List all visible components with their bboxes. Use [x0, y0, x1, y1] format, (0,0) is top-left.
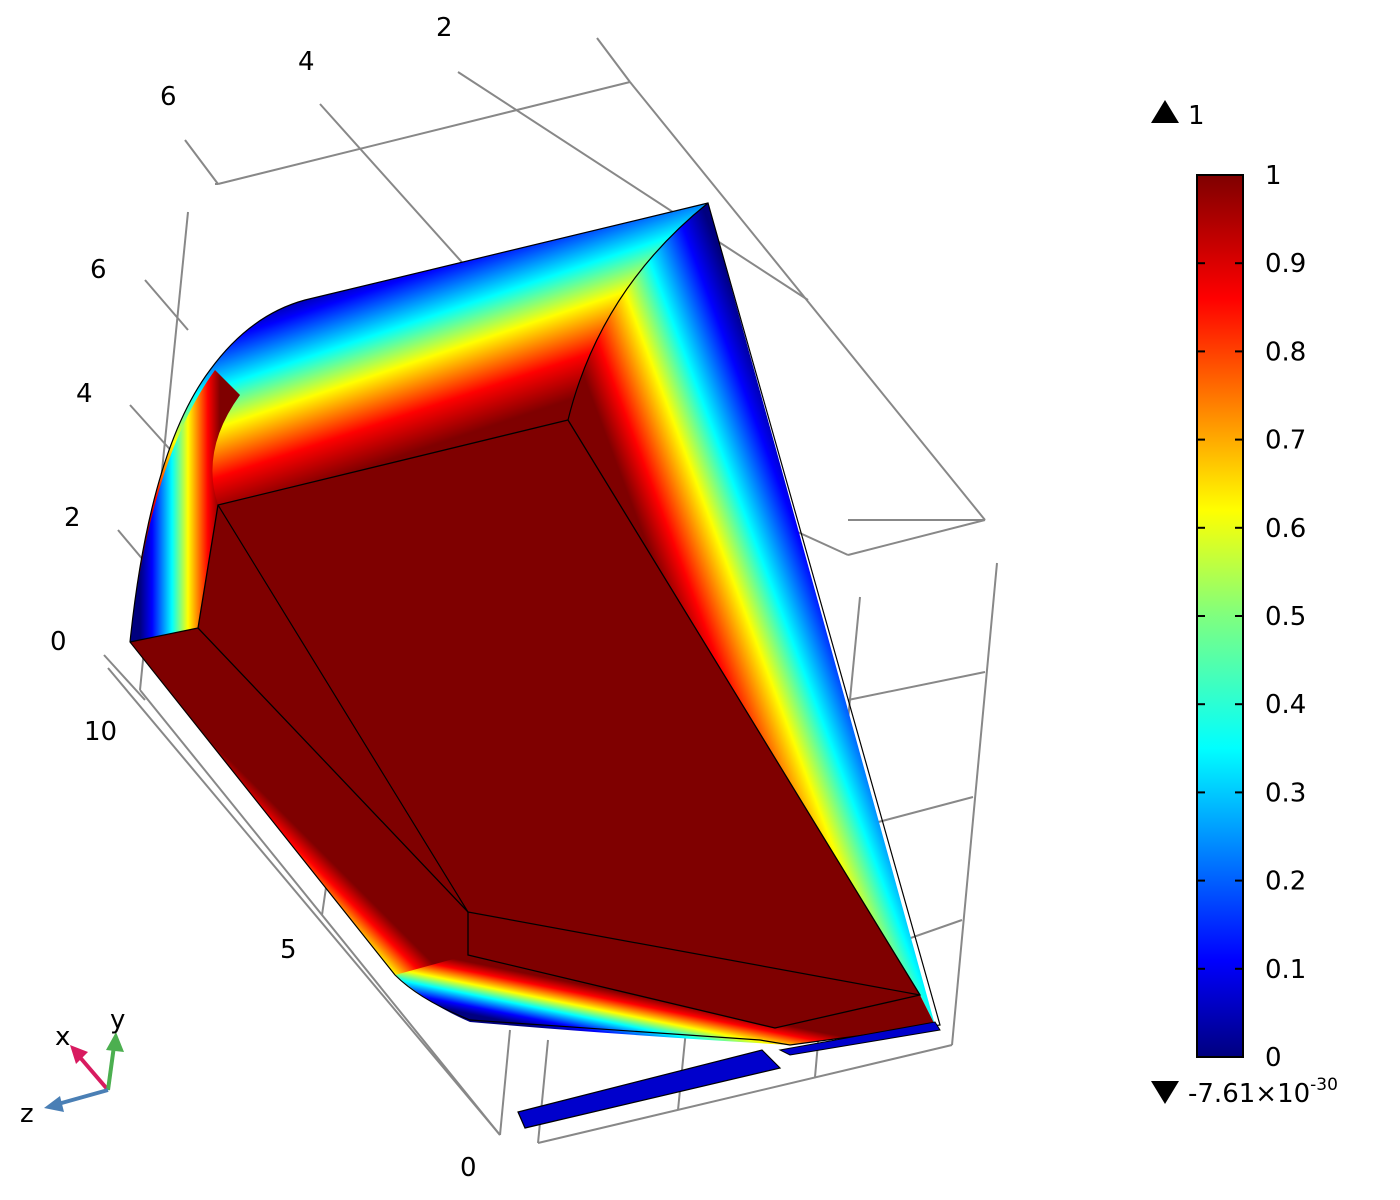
- x-tick-label: 5: [280, 935, 297, 965]
- colorbar-tick-label: 1: [1265, 161, 1282, 191]
- triad-x-label: x: [55, 1022, 70, 1052]
- colorbar-ticks: [1197, 174, 1243, 1058]
- x-tick-label: 10: [84, 717, 117, 747]
- z-tick-label: 6: [160, 82, 177, 112]
- colorbar-tick-label: 0.9: [1265, 249, 1306, 279]
- colorbar-tick-label: 0.7: [1265, 426, 1306, 456]
- colorbar-tick-label: 0.5: [1265, 602, 1306, 632]
- colorbar-tick-labels: 1 0.9 0.8 0.7 0.6 0.5 0.4 0.3 0.2 0.1 0: [1265, 161, 1306, 1073]
- surface-plot: [129, 202, 941, 1129]
- colorbar-tick-label: 0.1: [1265, 955, 1306, 985]
- colorbar-tick-label: 0: [1265, 1043, 1282, 1073]
- colorbar-min-mantissa: -7.61: [1188, 1079, 1255, 1109]
- min-marker-icon: [1151, 1081, 1179, 1104]
- triad-z-label: z: [20, 1099, 34, 1129]
- x-tick-label: 0: [460, 1153, 477, 1183]
- y-tick-label: 2: [64, 503, 81, 533]
- axis-tick-labels: 2 4 6 6 4 2 0 10 5 0: [50, 13, 477, 1183]
- colorbar-max-label: 1: [1188, 101, 1205, 131]
- y-tick-label: 0: [50, 627, 67, 657]
- z-tick-label: 2: [436, 13, 453, 43]
- axis-triad: x y z: [20, 1005, 125, 1129]
- colorbar-tick-label: 0.3: [1265, 778, 1306, 808]
- colorbar-min-times: ×10: [1255, 1079, 1310, 1109]
- colorbar-min-label: -7.61×10-30: [1188, 1075, 1338, 1109]
- colorbar-tick-label: 0.6: [1265, 514, 1306, 544]
- colorbar-tick-label: 0.8: [1265, 337, 1306, 367]
- colorbar: 1 0.9 0.8 0.7 0.6 0.5 0.4 0.3 0.2 0.1 0 1 -7.61×10…: [1151, 100, 1338, 1109]
- colorbar-min-exponent: -30: [1310, 1075, 1338, 1095]
- y-tick-label: 4: [76, 379, 93, 409]
- axis-grid: [103, 37, 998, 1144]
- colorbar-tick-label: 0.2: [1265, 867, 1306, 897]
- triad-y-label: y: [110, 1005, 125, 1035]
- colorbar-tick-label: 0.4: [1265, 690, 1306, 720]
- max-marker-icon: [1151, 100, 1179, 123]
- z-tick-label: 4: [298, 47, 315, 77]
- y-tick-label: 6: [90, 255, 107, 285]
